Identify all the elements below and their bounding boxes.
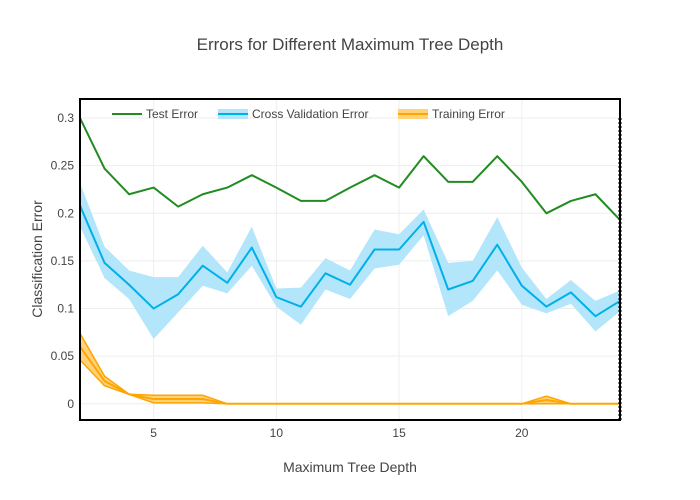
training-error-point	[544, 398, 548, 402]
cross-validation-error-point	[495, 243, 499, 247]
cross-validation-error-point	[593, 314, 597, 318]
chart-title: Errors for Different Maximum Tree Depth	[197, 35, 504, 54]
cross-validation-error-point	[274, 295, 278, 299]
legend-item-cross-validation-error[interactable]: Cross Validation Error	[218, 107, 368, 121]
y-tick-label: 0.1	[57, 302, 74, 316]
training-error-point	[152, 397, 156, 401]
tick-labels: 0 0.05 0.1 0.15 0.2 0.25 0.3 5 10 15 20	[51, 111, 529, 440]
y-tick-label: 0.15	[51, 254, 75, 268]
test-error-point	[299, 199, 303, 203]
y-tick-label: 0.25	[51, 159, 75, 173]
y-tick-label: 0	[67, 397, 74, 411]
test-error-point	[471, 180, 475, 184]
cross-validation-error-point	[103, 261, 107, 265]
legend[interactable]: Test Error Cross Validation Error Training…	[112, 107, 505, 121]
training-error-point	[397, 402, 401, 406]
grid	[80, 99, 620, 420]
cross-validation-error-point	[544, 305, 548, 309]
training-error-point	[422, 402, 426, 406]
training-error-point	[176, 397, 180, 401]
test-error-point	[544, 211, 548, 215]
cross-validation-error-point	[201, 264, 205, 268]
y-axis-title: Classification Error	[29, 200, 45, 318]
training-error-upper-line	[79, 332, 620, 405]
test-error-point	[593, 192, 597, 196]
cross-validation-error-point	[176, 292, 180, 296]
y-tick-label: 0.05	[51, 349, 75, 363]
test-error-point	[348, 186, 352, 190]
test-error-line	[79, 117, 621, 221]
x-tick-label: 10	[270, 426, 284, 440]
training-error-point	[225, 402, 229, 406]
training-error-point	[446, 402, 450, 406]
training-error-point	[274, 402, 278, 406]
training-error-point	[103, 379, 107, 383]
series-lines	[79, 117, 621, 406]
cross-validation-error-point	[127, 283, 131, 287]
cross-validation-error-point	[520, 284, 524, 288]
cross-validation-error-point	[225, 281, 229, 285]
training-error-point	[201, 397, 205, 401]
test-error-point	[176, 205, 180, 209]
cross-validation-error-point	[397, 247, 401, 251]
test-error-point	[323, 199, 327, 203]
test-error-point	[373, 173, 377, 177]
legend-label: Training Error	[432, 107, 505, 121]
training-error-point	[569, 402, 573, 406]
legend-label: Test Error	[146, 107, 198, 121]
cross-validation-error-point	[152, 307, 156, 311]
plot-frame	[79, 98, 621, 421]
test-error-point	[152, 186, 156, 190]
y-tick-label: 0.3	[57, 111, 74, 125]
training-error-point	[373, 402, 377, 406]
cross-validation-error-point	[446, 288, 450, 292]
test-error-point	[103, 167, 107, 171]
training-error-point	[471, 402, 475, 406]
x-tick-label: 20	[515, 426, 529, 440]
test-error-point	[127, 192, 131, 196]
confidence-bands	[80, 182, 620, 404]
test-error-point	[495, 154, 499, 158]
y-tick-label: 0.2	[57, 206, 74, 220]
test-error-point	[250, 173, 254, 177]
training-error-point	[127, 392, 131, 396]
training-error-point	[593, 402, 597, 406]
cross-validation-error-point	[323, 271, 327, 275]
cross-validation-error-point	[299, 305, 303, 309]
training-error-band	[80, 333, 620, 404]
cross-validation-error-line	[79, 205, 621, 318]
cross-validation-error-point	[471, 279, 475, 283]
training-error-point	[250, 402, 254, 406]
training-error-point	[348, 402, 352, 406]
test-error-point	[520, 180, 524, 184]
test-error-point	[274, 186, 278, 190]
x-tick-label: 5	[150, 426, 157, 440]
test-error-point	[569, 199, 573, 203]
training-error-point	[299, 402, 303, 406]
test-error-point	[422, 154, 426, 158]
test-error-point	[225, 186, 229, 190]
cross-validation-error-point	[422, 220, 426, 224]
cross-validation-error-point	[250, 246, 254, 250]
cross-validation-error-point	[348, 283, 352, 287]
test-error-point	[446, 180, 450, 184]
x-tick-label: 15	[392, 426, 406, 440]
training-error-point	[520, 402, 524, 406]
legend-item-test-error[interactable]: Test Error	[112, 107, 198, 121]
cross-validation-error-band	[80, 182, 620, 340]
legend-label: Cross Validation Error	[252, 107, 368, 121]
legend-item-training-error[interactable]: Training Error	[398, 107, 505, 121]
training-error-point	[495, 402, 499, 406]
training-error-line	[79, 346, 620, 405]
training-error-point	[323, 402, 327, 406]
test-error-point	[397, 186, 401, 190]
cross-validation-error-point	[373, 247, 377, 251]
cross-validation-error-point	[569, 290, 573, 294]
x-axis-title: Maximum Tree Depth	[283, 459, 417, 475]
test-error-point	[201, 192, 205, 196]
